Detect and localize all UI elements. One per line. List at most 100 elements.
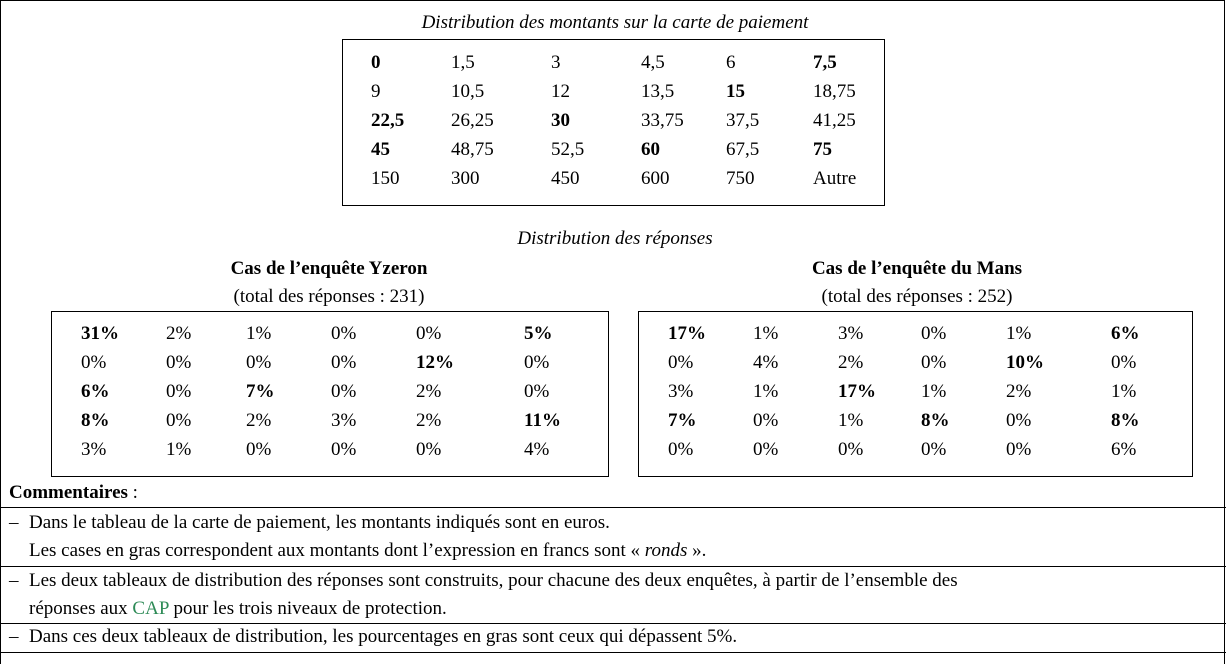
cell: 0% [668,439,694,460]
cell: 4,5 [641,52,665,73]
cell: 10% [1006,352,1044,373]
cell: 0% [524,352,550,373]
cell: 12% [416,352,454,373]
comment-line: Les cases en gras correspondent aux mont… [29,540,706,562]
cell: 0% [838,439,864,460]
cell: 18,75 [813,81,856,102]
cell: 12 [551,81,570,102]
cell: 7% [668,410,697,431]
survey-title: Cas de l’enquête Yzeron [230,258,428,279]
cell: 0 [371,52,381,73]
cell: 13,5 [641,81,675,102]
cell: 3% [668,381,694,402]
heading-suffix: : [127,482,138,503]
cell: 33,75 [641,110,684,131]
cell: 0% [1111,352,1137,373]
cell: 11% [524,410,561,431]
cell: 17% [668,323,706,344]
cell: 4% [524,439,550,460]
cell: 1% [838,410,864,431]
cell: 0% [753,439,779,460]
cell: 60 [641,139,660,160]
cell: 0% [1006,410,1032,431]
survey-title: Cas de l’enquête du Mans [811,258,1023,279]
cell: 15 [726,81,745,102]
cell: 2% [838,352,864,373]
comment-line: réponses aux CAP pour les trois niveaux … [29,598,447,620]
comment-text: CAP [132,598,169,619]
comment-text: Les deux tableaux de distribution des ré… [29,570,958,591]
cell: 22,5 [371,110,405,131]
separator [1,652,1226,653]
cell: 1,5 [451,52,475,73]
cell: 600 [641,168,670,189]
cell: 0% [416,439,442,460]
cell: 0% [668,352,694,373]
cell: 3% [81,439,107,460]
cell: 1% [246,323,272,344]
cell: 2% [166,323,192,344]
comment-line: Les deux tableaux de distribution des ré… [29,570,958,592]
bullet: – [9,626,19,647]
cell: 1% [753,323,779,344]
cell: 31% [81,323,119,344]
cell: 8% [81,410,110,431]
cell: 3% [331,410,357,431]
cell: 3% [838,323,864,344]
cell: 26,25 [451,110,494,131]
cell: 17% [838,381,876,402]
cell: 8% [921,410,950,431]
comment-text: réponses aux [29,598,133,619]
cell: 0% [331,352,357,373]
cell: 7,5 [813,52,837,73]
cell: 1% [166,439,192,460]
cell: 0% [416,323,442,344]
cell: 0% [331,323,357,344]
cell: 6% [1111,439,1137,460]
cell: 0% [524,381,550,402]
separator [1,623,1226,624]
cell: 1% [1111,381,1137,402]
cell: 2% [1006,381,1032,402]
survey-box [51,311,609,477]
bullet: – [9,570,19,591]
cell: 1% [1006,323,1032,344]
cell: 7% [246,381,275,402]
cell: 3 [551,52,561,73]
cell: 48,75 [451,139,494,160]
comment-text: ronds [644,540,688,561]
cell: 1% [753,381,779,402]
cell: 2% [246,410,272,431]
cell: 8% [1111,410,1140,431]
cell: 6% [81,381,110,402]
cell: 4% [753,352,779,373]
separator [1,507,1226,508]
cell: 52,5 [551,139,585,160]
cell: 150 [371,168,400,189]
comment-text: ». [687,540,707,561]
survey-subtitle: (total des réponses : 252) [821,286,1013,307]
amounts-box [342,39,885,206]
cell: 0% [81,352,107,373]
cell: 41,25 [813,110,856,131]
cell: 0% [921,439,947,460]
cell: 45 [371,139,390,160]
cell: 750 [726,168,755,189]
cell: 0% [921,323,947,344]
cell: 0% [753,410,779,431]
amounts-title: Distribution des montants sur la carte d… [421,12,809,33]
cell: 0% [166,352,192,373]
comment-text: Dans le tableau de la carte de paiement,… [29,512,610,533]
cell: 0% [166,381,192,402]
heading-text: Commentaires [9,482,128,503]
cell: 30 [551,110,570,131]
cell: 6% [1111,323,1140,344]
cell: 2% [416,410,442,431]
cell: 67,5 [726,139,760,160]
cell: 450 [551,168,580,189]
comment-text: pour les trois niveaux de protection. [168,598,447,619]
cell: 2% [416,381,442,402]
cell: 10,5 [451,81,485,102]
cell: Autre [813,168,857,189]
